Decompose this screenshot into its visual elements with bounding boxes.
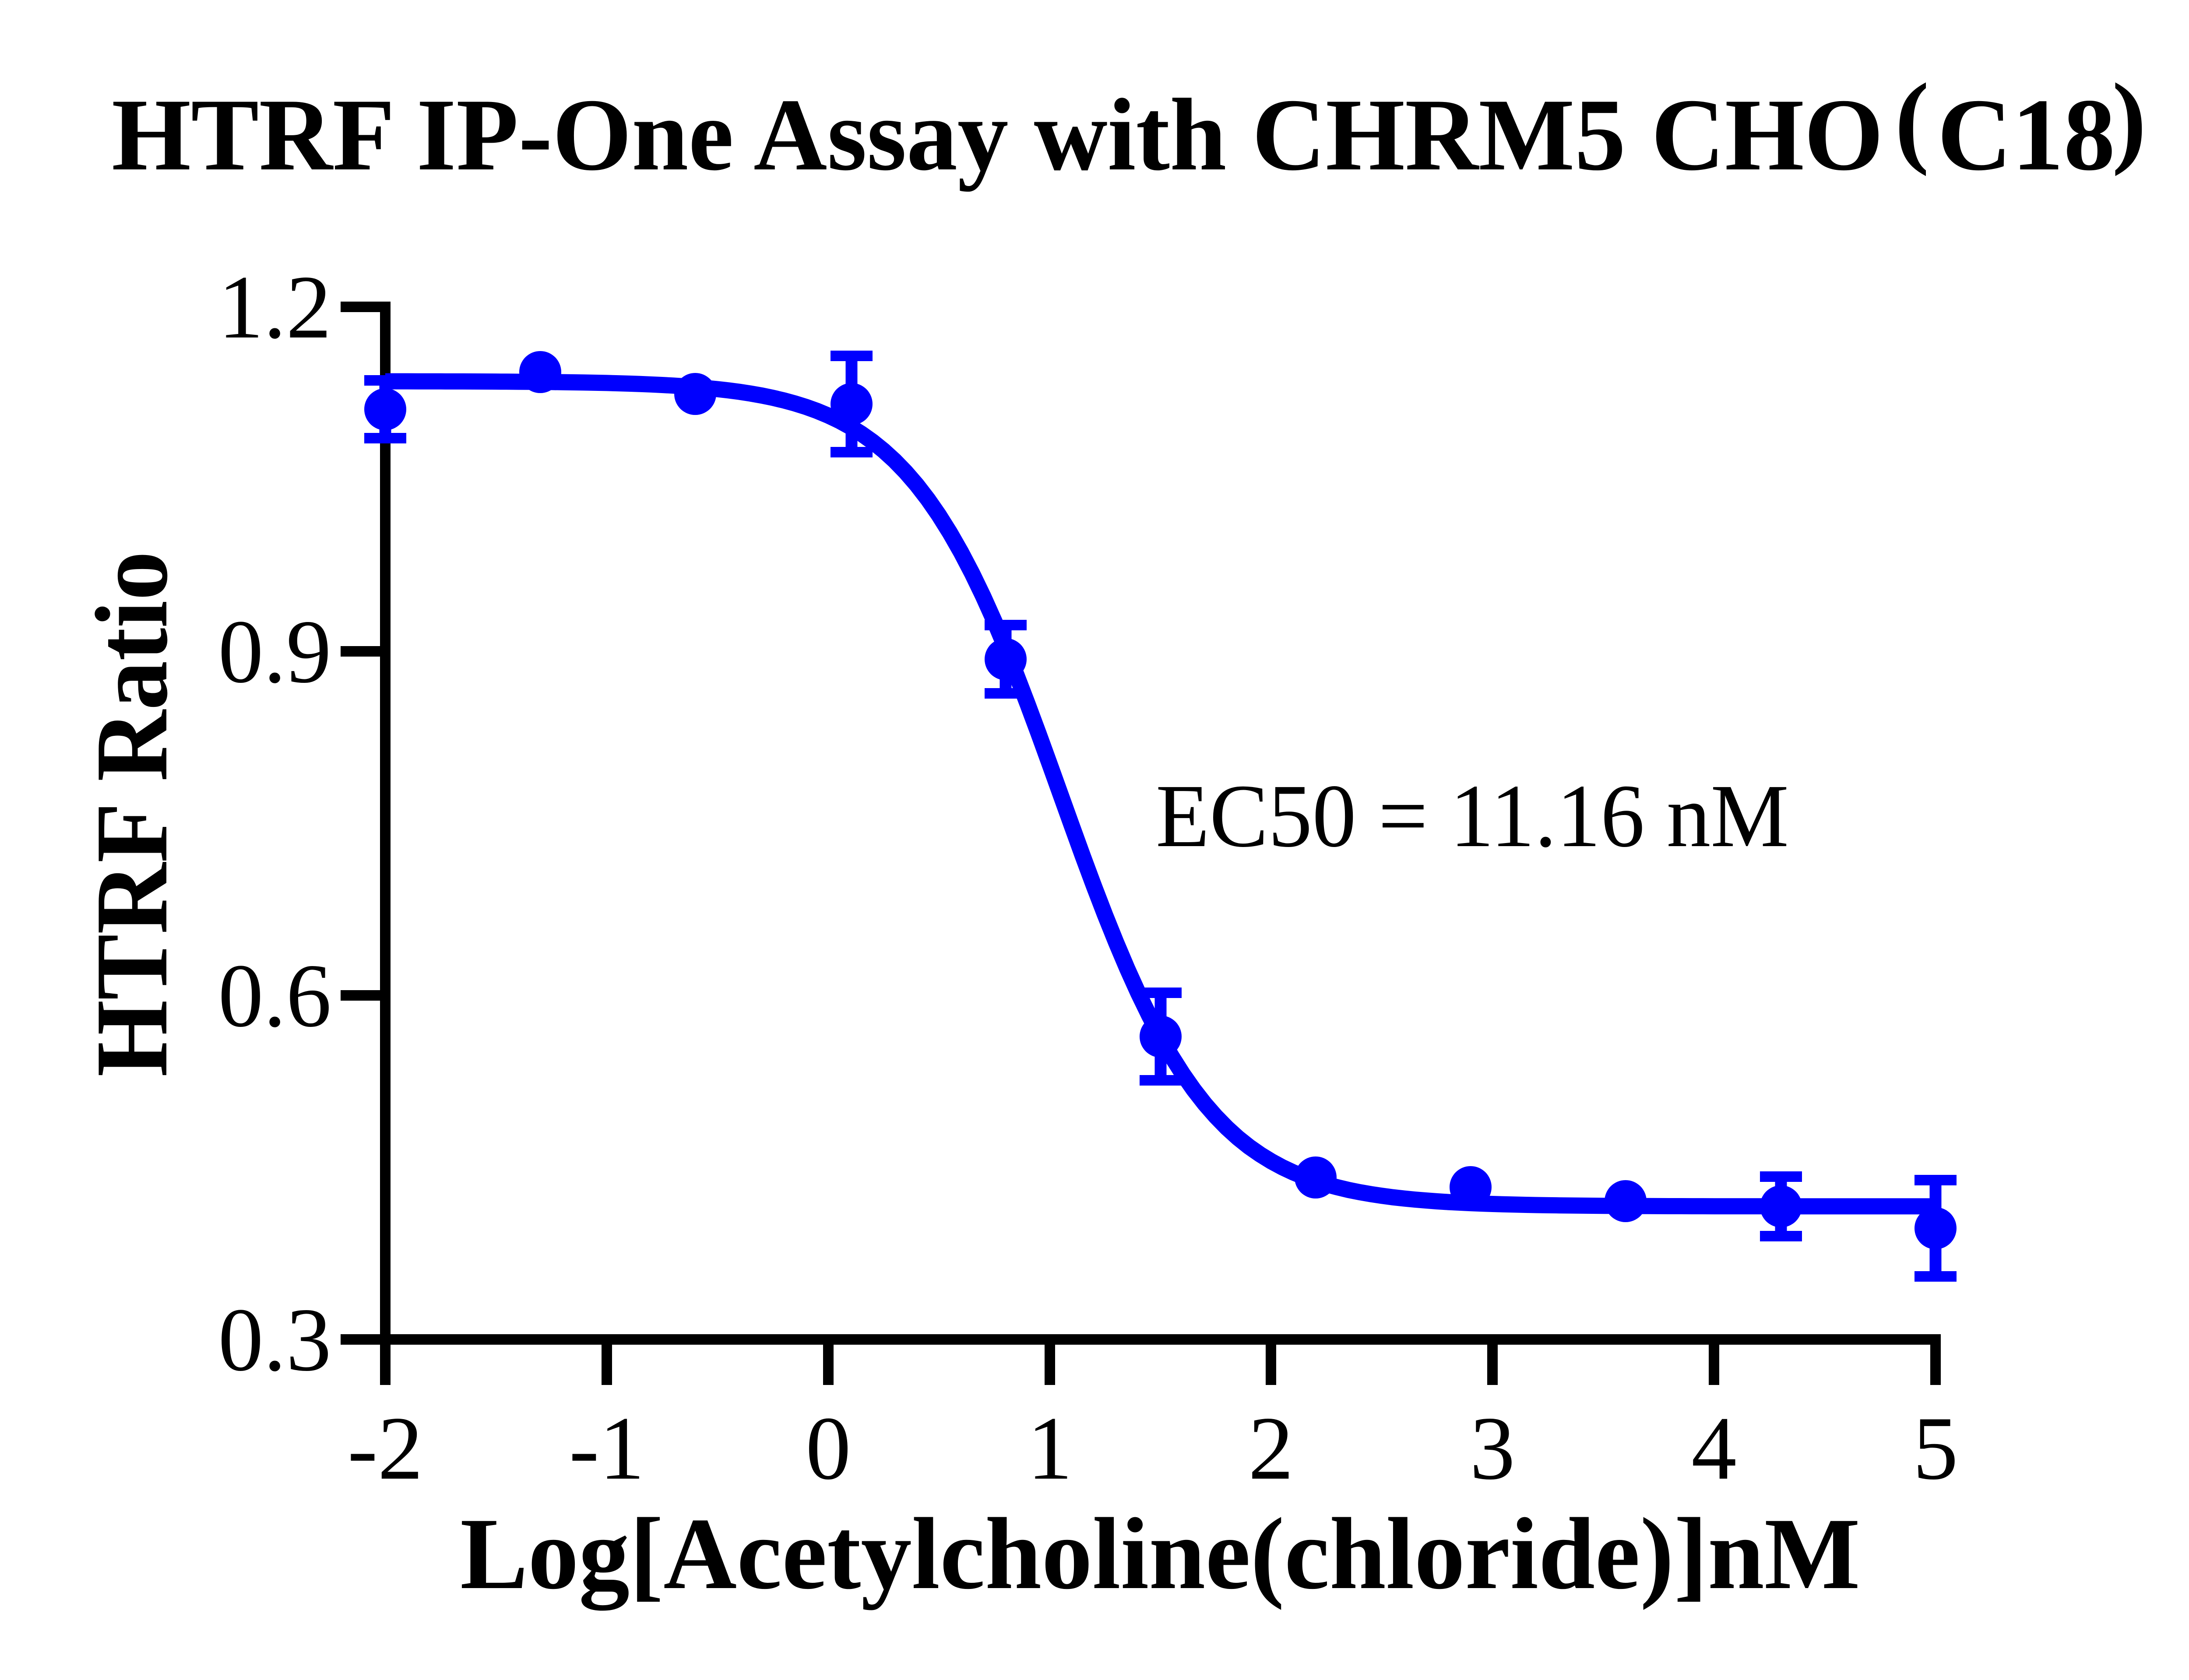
svg-text:HTRF IP-One Assay with CHRM5 C: HTRF IP-One Assay with CHRM5 CHO — [112, 78, 1883, 192]
svg-text:5: 5 — [1913, 1398, 1958, 1498]
svg-text:0.6: 0.6 — [218, 945, 331, 1046]
svg-text:HTRF Ratio: HTRF Ratio — [75, 551, 189, 1077]
svg-text:0.9: 0.9 — [218, 601, 331, 702]
svg-text:3: 3 — [1470, 1398, 1515, 1498]
svg-text:2: 2 — [1248, 1398, 1294, 1498]
svg-text:): ) — [2112, 63, 2147, 177]
svg-text:-2: -2 — [348, 1398, 423, 1498]
svg-text:1: 1 — [1027, 1398, 1073, 1498]
svg-text:Log[Acetylcholine(chloride)]nM: Log[Acetylcholine(chloride)]nM — [460, 1497, 1860, 1611]
svg-text:0: 0 — [806, 1398, 851, 1498]
svg-text:C18: C18 — [1937, 78, 2115, 192]
svg-text:(: ( — [1895, 63, 1929, 177]
svg-text:-1: -1 — [569, 1398, 644, 1498]
svg-text:4: 4 — [1691, 1398, 1737, 1498]
svg-text:EC50 = 11.16 nM: EC50 = 11.16 nM — [1156, 766, 1789, 866]
svg-text:0.3: 0.3 — [218, 1290, 331, 1390]
svg-text:1.2: 1.2 — [218, 257, 331, 357]
